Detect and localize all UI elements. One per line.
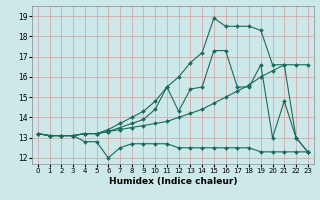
X-axis label: Humidex (Indice chaleur): Humidex (Indice chaleur) — [108, 177, 237, 186]
